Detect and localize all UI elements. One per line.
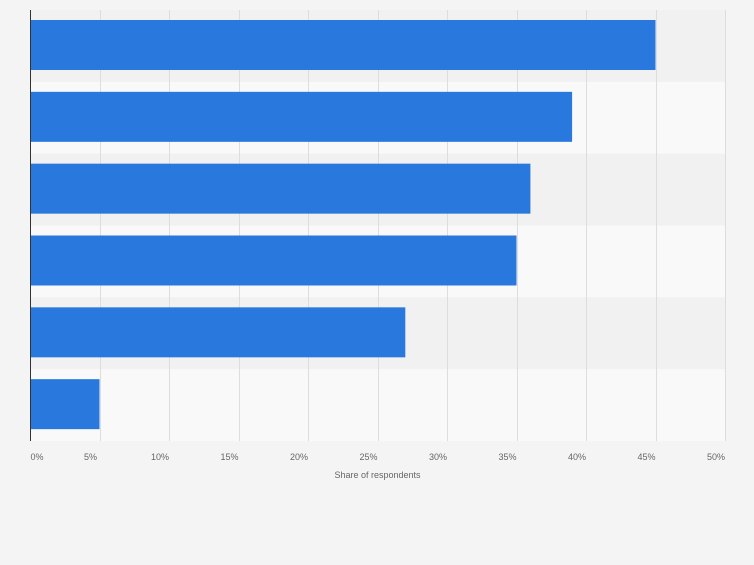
grid-lines bbox=[100, 10, 726, 441]
x-tick-label: 15% bbox=[220, 452, 238, 462]
row-bands bbox=[30, 10, 725, 441]
bar bbox=[30, 20, 656, 70]
x-tick-label: 5% bbox=[84, 452, 97, 462]
x-tick-label: 20% bbox=[290, 452, 308, 462]
x-tick-label: 35% bbox=[498, 452, 516, 462]
bar bbox=[30, 235, 517, 286]
x-tick-label: 10% bbox=[151, 452, 169, 462]
x-tick-label: 30% bbox=[429, 452, 447, 462]
bar bbox=[30, 91, 573, 142]
bar bbox=[30, 379, 100, 430]
x-tick-labels: 0% 5% 10% 15% 20% 25% 30% 35% 40% 45% 50% bbox=[30, 452, 725, 462]
bar bbox=[30, 307, 406, 358]
x-tick-label: 25% bbox=[359, 452, 377, 462]
bar bbox=[30, 163, 531, 214]
x-tick-label: 40% bbox=[568, 452, 586, 462]
x-tick-label: 50% bbox=[707, 452, 725, 462]
x-axis-title: Share of respondents bbox=[334, 470, 421, 480]
bars bbox=[30, 20, 656, 430]
row-band bbox=[30, 369, 725, 441]
x-tick-label: 45% bbox=[637, 452, 655, 462]
x-tick-label: 0% bbox=[30, 452, 43, 462]
